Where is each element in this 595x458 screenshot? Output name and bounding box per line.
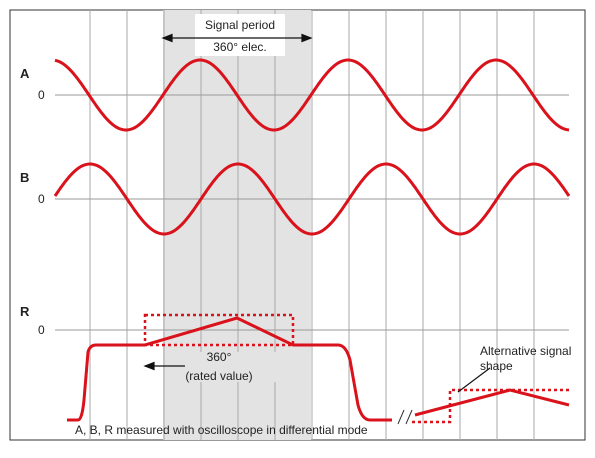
rated-value: 360° [207,350,232,364]
zero-label: 0 [38,323,45,337]
signal-r-alt [414,388,570,417]
label-b: B [20,170,29,185]
label-a: A [20,66,30,81]
footnote: A, B, R measured with oscilloscope in di… [75,423,368,437]
label-bg [185,352,295,382]
leader-line [457,367,491,393]
rated-note: (rated value) [185,369,252,383]
signal-r [67,316,392,422]
signal-b [53,162,571,236]
arrowhead [161,33,313,43]
tolerance-box [143,313,295,347]
tolerance-box-alt [412,388,569,424]
zero-label: 0 [38,88,45,102]
signal-a [54,58,570,132]
break-mark [397,409,405,425]
label-r: R [20,304,30,319]
break-mark [405,409,413,425]
label-bg [195,14,285,56]
alternative-label: Alternative signal shape [480,344,571,373]
zero-label: 0 [38,192,45,206]
period-title: Signal period [205,18,275,32]
period-value: 360° elec. [213,40,267,54]
